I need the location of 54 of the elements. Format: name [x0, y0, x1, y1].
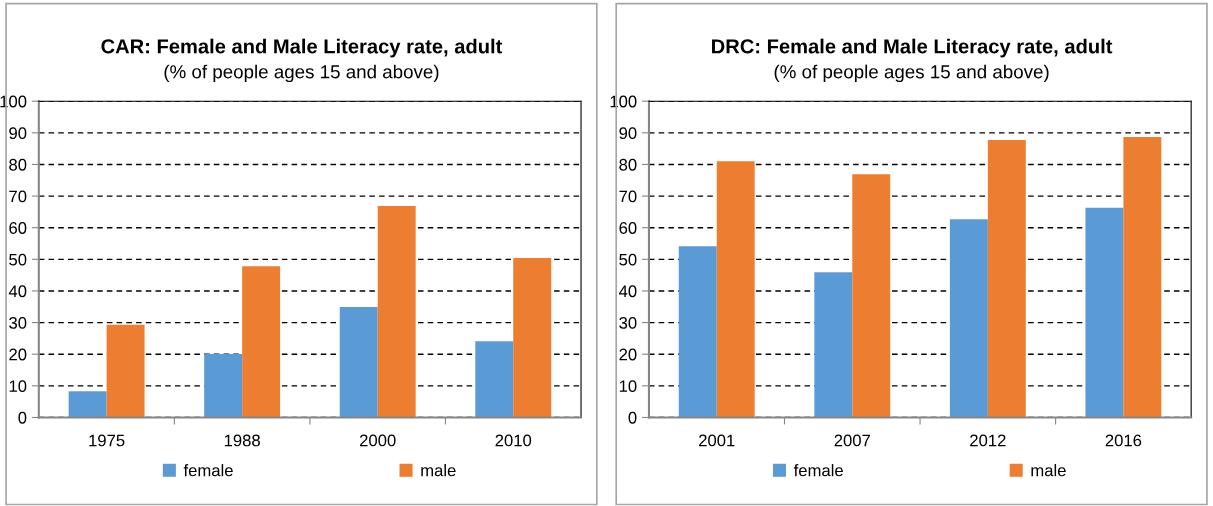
bar	[106, 324, 145, 418]
bar	[242, 266, 281, 418]
x-tick-label: 2000	[360, 434, 396, 447]
y-tick-label: 60	[619, 222, 637, 234]
y-tick-label: 30	[9, 316, 27, 329]
bar	[814, 272, 853, 418]
bar	[852, 174, 891, 418]
y-tick-label: 30	[619, 316, 637, 329]
bar	[716, 161, 755, 418]
x-tick-label: 1975	[89, 434, 125, 447]
x-tick-label: 1988	[224, 434, 260, 447]
bar	[68, 391, 107, 418]
y-tick-label: 100	[0, 95, 27, 108]
y-tick-label: 70	[9, 190, 27, 203]
y-tick-label: 20	[9, 348, 27, 361]
y-tick-label: 50	[9, 253, 27, 266]
bar	[513, 258, 552, 418]
bar	[475, 341, 514, 418]
bar	[377, 205, 416, 418]
y-tick-label: 0	[628, 411, 637, 424]
x-tick-label: 2007	[834, 434, 870, 447]
bar	[678, 246, 717, 418]
bar	[339, 307, 378, 418]
bar	[204, 353, 243, 418]
chart-title: CAR: Female and Male Literacy rate, adult	[101, 38, 503, 58]
y-tick-label: 90	[619, 127, 637, 140]
y-tick-label: 60	[9, 222, 27, 234]
legend-label: female	[183, 464, 233, 477]
x-tick-label: 2016	[1105, 434, 1142, 447]
x-tick-label: 2012	[970, 434, 1006, 447]
legend-label: male	[421, 464, 456, 477]
y-tick-label: 20	[619, 348, 637, 361]
y-tick-label: 0	[18, 411, 27, 424]
y-tick-label: 10	[619, 380, 637, 393]
legend-label: male	[1031, 464, 1066, 477]
y-tick-label: 80	[619, 158, 637, 171]
chart-title: DRC: Female and Male Literacy rate, adult	[712, 38, 1113, 58]
y-tick-label: 40	[619, 285, 637, 298]
y-tick-label: 10	[9, 380, 27, 393]
legend-label: female	[793, 464, 843, 477]
bar	[1085, 207, 1124, 418]
bar	[987, 140, 1026, 418]
chart-subtitle: (% of people ages 15 and above)	[164, 64, 439, 83]
bar	[949, 219, 988, 418]
y-tick-label: 70	[619, 190, 637, 203]
bar	[1123, 136, 1162, 418]
y-tick-label: 50	[619, 253, 637, 266]
y-tick-label: 90	[9, 127, 27, 140]
y-tick-label: 80	[9, 158, 27, 171]
x-tick-label: 2010	[495, 434, 532, 447]
chart-subtitle: (% of people ages 15 and above)	[774, 64, 1049, 83]
x-tick-label: 2001	[699, 434, 735, 447]
y-tick-label: 40	[8, 285, 27, 298]
y-tick-label: 100	[610, 95, 637, 108]
